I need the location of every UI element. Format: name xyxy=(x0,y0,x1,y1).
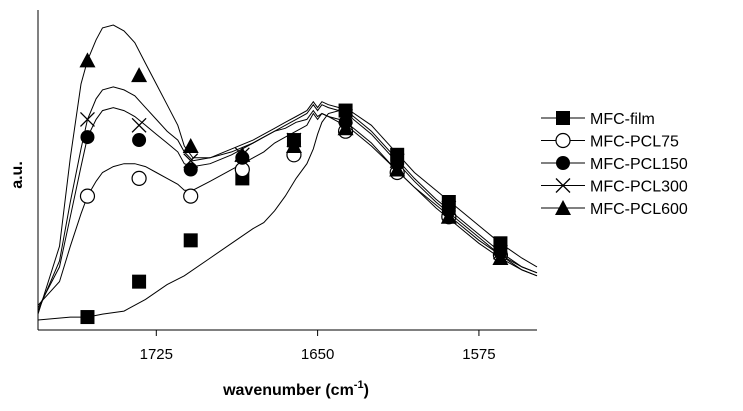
series-layer xyxy=(37,24,538,325)
marker-mfc-pcl600 xyxy=(79,52,96,68)
legend-label: MFC-PCL75 xyxy=(590,134,679,151)
legend-item-mfc-pcl300: MFC-PCL300 xyxy=(541,178,688,196)
marker-mfc-pcl600 xyxy=(285,137,302,153)
series-mfc-pcl300 xyxy=(37,86,538,312)
legend-label: MFC-PCL150 xyxy=(590,156,688,173)
x-ticks: 1725 1650 1575 xyxy=(140,330,496,363)
marker-mfc-pcl75 xyxy=(183,188,199,204)
marker-mfc-pcl600 xyxy=(389,161,406,177)
legend-marker-mfc-pcl150 xyxy=(556,156,570,170)
series-line-mfc-pcl300 xyxy=(37,86,538,312)
marker-mfc-pcl150 xyxy=(132,133,147,148)
series-mfc-pcl600 xyxy=(37,24,538,315)
marker-mfc-pcl300 xyxy=(338,108,354,124)
legend-label: MFC-film xyxy=(590,111,655,128)
x-tick-label: 1650 xyxy=(301,346,334,363)
marker-mfc-film xyxy=(183,233,198,248)
legend-label: MFC-PCL600 xyxy=(590,201,688,218)
marker-mfc-pcl300 xyxy=(131,117,147,133)
marker-mfc-pcl150 xyxy=(183,162,198,177)
x-axis-title-close: ) xyxy=(364,382,369,399)
marker-mfc-film xyxy=(338,103,353,118)
marker-mfc-film xyxy=(80,310,95,325)
marker-mfc-pcl75 xyxy=(131,170,147,186)
marker-mfc-pcl300 xyxy=(183,153,199,169)
x-axis-title-superscript: -1 xyxy=(354,379,364,391)
marker-mfc-pcl600 xyxy=(337,120,354,136)
legend-marker-mfc-film xyxy=(556,111,570,125)
legend-item-mfc-pcl75: MFC-PCL75 xyxy=(541,132,679,151)
series-line-mfc-film xyxy=(37,110,538,321)
marker-mfc-pcl600 xyxy=(234,146,251,162)
x-axis-title: wavenumber (cm-1) xyxy=(222,379,369,399)
marker-mfc-pcl300 xyxy=(441,200,457,216)
series-line-mfc-pcl600 xyxy=(37,24,538,315)
x-tick-label: 1575 xyxy=(462,346,495,363)
legend-marker-mfc-pcl600 xyxy=(555,200,571,215)
x-axis-title-main: wavenumber (cm xyxy=(222,382,354,399)
y-axis-title: a.u. xyxy=(9,161,26,189)
legend-item-mfc-pcl150: MFC-PCL150 xyxy=(541,156,688,173)
marker-mfc-pcl300 xyxy=(389,153,405,169)
legend: MFC-film MFC-PCL75 MFC-PCL150 MFC-PCL300 MFC… xyxy=(541,111,688,218)
marker-mfc-pcl75 xyxy=(79,188,96,204)
legend-label: MFC-PCL300 xyxy=(590,179,688,196)
legend-item-mfc-film: MFC-film xyxy=(541,111,655,128)
x-tick-label: 1725 xyxy=(140,346,173,363)
marker-mfc-pcl600 xyxy=(131,67,148,83)
marker-mfc-pcl300 xyxy=(80,111,95,127)
legend-marker-mfc-pcl300 xyxy=(555,178,571,193)
legend-item-mfc-pcl600: MFC-PCL600 xyxy=(541,200,688,218)
series-mfc-film xyxy=(37,103,538,325)
marker-mfc-pcl600 xyxy=(492,250,509,266)
legend-marker-mfc-pcl75 xyxy=(555,132,571,149)
marker-mfc-pcl600 xyxy=(182,137,199,153)
marker-mfc-film xyxy=(132,274,147,289)
marker-mfc-pcl600 xyxy=(440,208,457,224)
